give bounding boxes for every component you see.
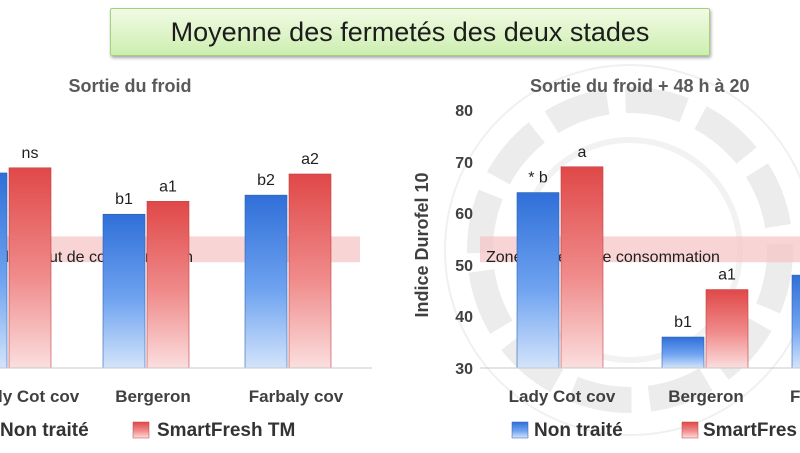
bar-left-farbaly-smartfresh bbox=[288, 173, 332, 369]
legend-right-swatch-blue bbox=[511, 421, 529, 439]
y-axis-label-right: Indice Durofel 10 bbox=[412, 172, 432, 317]
category-label-left-lady: ly Cot cov bbox=[0, 387, 80, 406]
chart-right: Sortie du froid + 48 h à 20 Indice Durof… bbox=[412, 76, 800, 441]
y-tick-40: 40 bbox=[455, 309, 473, 326]
category-label-left-bergeron: Bergeron bbox=[115, 387, 191, 406]
bar-left-farbaly-non-traite bbox=[244, 194, 288, 369]
chart-left-title: Sortie du froid bbox=[69, 76, 192, 96]
bar-left-lady-non-traite bbox=[0, 172, 8, 369]
category-label-left-farbaly: Farbaly cov bbox=[249, 387, 344, 406]
bar-label-right-bergeron-non-traite: b1 bbox=[674, 314, 692, 331]
bar-label-left-bergeron-non-traite: b1 bbox=[115, 191, 133, 208]
y-tick-70: 70 bbox=[455, 155, 473, 172]
y-tick-60: 60 bbox=[455, 206, 473, 223]
legend-right-swatch-red bbox=[681, 421, 699, 439]
category-label-right-lady: Lady Cot cov bbox=[509, 387, 616, 406]
category-label-right-bergeron: Bergeron bbox=[668, 387, 744, 406]
bar-right-bergeron-non-traite bbox=[661, 336, 705, 369]
bar-left-bergeron-smartfresh bbox=[146, 201, 190, 369]
bar-left-lady-smartfresh bbox=[8, 167, 52, 369]
bar-right-farbaly-non-traite bbox=[791, 274, 800, 369]
legend-right-non-traite: Non traité bbox=[534, 420, 623, 441]
bar-label-right-bergeron-smartfresh: a1 bbox=[718, 267, 736, 284]
y-tick-50: 50 bbox=[455, 258, 473, 275]
bar-label-left-farbaly-smartfresh: a2 bbox=[301, 151, 319, 168]
page-title: Moyenne des fermetés des deux stades bbox=[110, 8, 710, 56]
chart-right-title: Sortie du froid + 48 h à 20 bbox=[530, 76, 750, 96]
bar-label-left-bergeron-smartfresh: a1 bbox=[159, 178, 177, 195]
bar-left-bergeron-non-traite bbox=[102, 213, 146, 369]
legend-left-non-traite: Non traité bbox=[0, 420, 89, 441]
legend-left-smartfresh: SmartFresh TM bbox=[157, 420, 295, 441]
bar-right-lady-smartfresh bbox=[560, 166, 604, 369]
y-tick-30: 30 bbox=[455, 361, 473, 378]
bar-label-left-lady-smartfresh: ns bbox=[22, 145, 39, 162]
bar-right-bergeron-smartfresh bbox=[705, 289, 749, 369]
legend-left-swatch-red bbox=[132, 421, 150, 439]
category-label-right-farbaly: F bbox=[790, 387, 800, 406]
chart-left: Sortie du froid de début de consommation… bbox=[0, 76, 372, 441]
legend-right-smartfresh: SmartFres bbox=[703, 420, 797, 441]
bar-label-left-farbaly-non-traite: b2 bbox=[257, 172, 275, 189]
bar-label-right-lady-non-traite: * b bbox=[528, 170, 548, 187]
bar-label-right-lady-smartfresh: a bbox=[578, 144, 587, 161]
bar-right-lady-non-traite bbox=[516, 192, 560, 369]
y-tick-80: 80 bbox=[455, 103, 473, 120]
